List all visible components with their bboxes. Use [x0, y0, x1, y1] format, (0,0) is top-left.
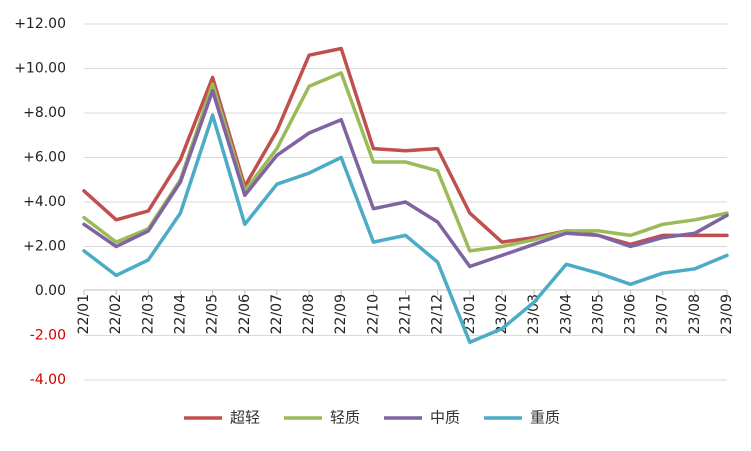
series-line	[82, 113, 729, 344]
x-tick-label: 22/08	[301, 294, 317, 334]
x-tick-label: 23/07	[655, 294, 671, 334]
legend-label: 轻质	[330, 409, 360, 427]
x-tick-label: 23/04	[558, 294, 574, 334]
x-tick-label: 23/01	[462, 294, 478, 334]
x-tick-label: 23/08	[687, 294, 703, 334]
x-tick-label: 22/02	[108, 294, 124, 334]
axes: +12.00 +10.00 +8.00 +6.00 +4.00 +2.00 0.00 -2.0…	[14, 16, 735, 388]
x-tick-label: 22/10	[365, 294, 381, 334]
series-lines	[82, 46, 729, 344]
x-tick-label: 23/06	[623, 294, 639, 334]
y-tick-label: -2.00	[30, 328, 66, 344]
x-tick-label: 22/09	[333, 294, 349, 334]
x-tick-label: 23/05	[590, 294, 606, 334]
x-tick-label: 22/01	[76, 294, 92, 334]
y-tick-label: +12.00	[14, 16, 66, 32]
x-tick-label: 22/11	[398, 294, 414, 334]
y-tick-label: +10.00	[14, 61, 66, 77]
x-tick-label: 23/09	[719, 294, 735, 334]
y-tick-label: +2.00	[23, 239, 66, 255]
legend-label: 重质	[530, 409, 560, 427]
legend: 超轻 轻质 中质 重质	[184, 409, 560, 427]
x-tick-label: 22/04	[172, 294, 188, 334]
series-line	[82, 89, 729, 269]
legend-label: 中质	[430, 409, 460, 427]
x-tick-label: 22/12	[430, 294, 446, 334]
y-tick-label: +6.00	[23, 150, 66, 166]
x-tick-label: 22/07	[269, 294, 285, 334]
y-tick-label: -4.00	[30, 372, 66, 388]
y-tick-label: +4.00	[23, 194, 66, 210]
legend-label: 超轻	[230, 409, 260, 427]
x-tick-label: 22/05	[205, 294, 221, 334]
x-tick-label: 22/03	[140, 294, 156, 334]
y-tick-label: +8.00	[23, 105, 66, 121]
y-tick-label: 0.00	[35, 283, 66, 299]
x-tick-label: 22/06	[237, 294, 253, 334]
